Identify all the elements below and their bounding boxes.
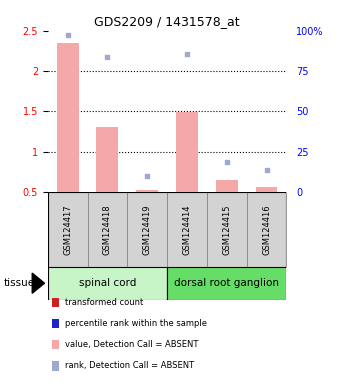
Bar [127,192,167,267]
Text: rank, Detection Call = ABSENT: rank, Detection Call = ABSENT [65,361,194,371]
Bar [136,190,158,192]
Bar [52,298,59,307]
Text: tissue: tissue [3,278,34,288]
Text: GSM124416: GSM124416 [262,204,271,255]
Text: transformed count: transformed count [65,298,143,307]
Bar [207,192,247,267]
Bar [176,112,198,192]
Bar [57,43,78,192]
Bar [167,267,286,300]
Bar [48,267,167,300]
Text: dorsal root ganglion: dorsal root ganglion [174,278,279,288]
Title: GDS2209 / 1431578_at: GDS2209 / 1431578_at [94,15,240,28]
Bar [167,192,207,267]
Bar [247,192,286,267]
Bar [256,187,278,192]
Text: GSM124418: GSM124418 [103,204,112,255]
Bar [52,340,59,349]
Bar [97,127,118,192]
Text: GSM124415: GSM124415 [222,204,231,255]
Polygon shape [32,273,44,293]
Bar [52,361,59,371]
Text: GSM124414: GSM124414 [182,204,192,255]
Text: value, Detection Call = ABSENT: value, Detection Call = ABSENT [65,340,198,349]
Bar [52,319,59,328]
Bar [48,192,88,267]
Text: spinal cord: spinal cord [79,278,136,288]
Text: GSM124419: GSM124419 [143,204,152,255]
Bar [88,192,127,267]
Text: GSM124417: GSM124417 [63,204,72,255]
Text: percentile rank within the sample: percentile rank within the sample [65,319,207,328]
Bar [216,180,238,192]
